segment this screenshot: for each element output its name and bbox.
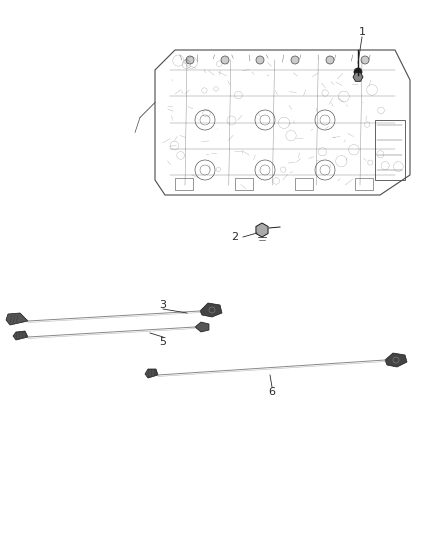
Polygon shape (145, 369, 158, 378)
Text: 3: 3 (159, 300, 166, 310)
Circle shape (221, 56, 229, 64)
Polygon shape (353, 72, 363, 82)
Circle shape (354, 68, 362, 76)
Polygon shape (13, 331, 28, 340)
Bar (175, 178, 193, 190)
Polygon shape (195, 322, 209, 332)
Polygon shape (6, 313, 28, 325)
Text: 1: 1 (358, 27, 365, 37)
Circle shape (186, 56, 194, 64)
Circle shape (256, 56, 264, 64)
Circle shape (326, 56, 334, 64)
Bar (235, 178, 253, 190)
Polygon shape (385, 353, 407, 367)
Bar (295, 178, 313, 190)
Circle shape (361, 56, 369, 64)
Text: 5: 5 (159, 337, 166, 347)
Polygon shape (256, 223, 268, 237)
Circle shape (291, 56, 299, 64)
Text: 2: 2 (231, 232, 239, 242)
Bar (355, 178, 373, 190)
Text: 6: 6 (268, 387, 276, 397)
Polygon shape (200, 303, 222, 317)
Bar (375, 120, 405, 180)
